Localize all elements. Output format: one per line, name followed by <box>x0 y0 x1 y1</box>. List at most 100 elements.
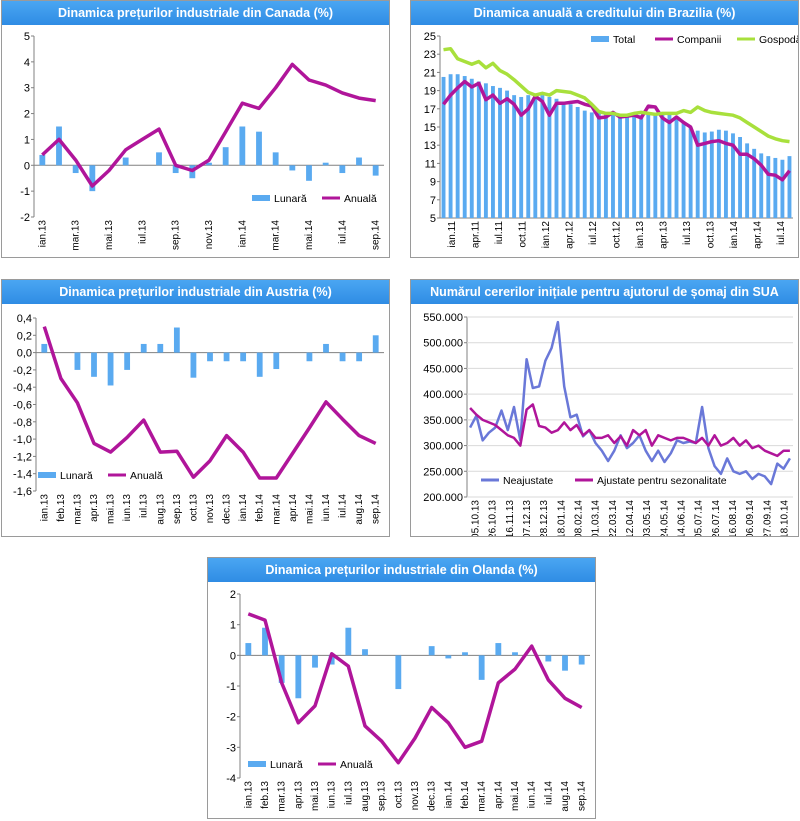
bar <box>295 655 302 699</box>
chart-panel-canada: Dinamica prețurilor industriale din Cana… <box>1 0 390 258</box>
bar <box>505 90 510 218</box>
chart-title: Dinamica prețurilor industriale din Aust… <box>2 280 389 304</box>
x-tick-label: iul.12 <box>588 221 599 245</box>
bar <box>639 115 644 218</box>
x-tick-label: feb.14 <box>460 781 471 809</box>
bar <box>372 165 379 176</box>
legend-swatch <box>38 472 56 478</box>
x-tick-label: iul.14 <box>543 781 554 805</box>
x-tick-label: ian.14 <box>443 781 454 809</box>
bar <box>339 352 346 362</box>
bar <box>289 165 296 171</box>
x-tick-label: ian.13 <box>635 221 646 249</box>
bar <box>372 335 379 353</box>
bar <box>124 352 131 370</box>
x-tick-label: sep.14 <box>577 781 588 811</box>
bar <box>625 116 630 218</box>
bar <box>206 162 212 166</box>
x-tick-label: 07.12.13 <box>522 500 533 536</box>
legend-label: Anuală <box>344 193 377 205</box>
legend-label: Lunară <box>270 759 303 771</box>
bar <box>190 352 197 378</box>
y-tick-label: -1,4 <box>13 469 32 481</box>
bar <box>519 96 524 218</box>
bar <box>766 156 771 218</box>
bar <box>222 147 229 166</box>
bar <box>716 129 721 218</box>
y-tick-label: -0,2 <box>13 365 32 377</box>
x-tick-label: feb.13 <box>56 494 67 522</box>
x-tick-label: mar.13 <box>72 494 83 525</box>
legend-label: Anuală <box>340 759 373 771</box>
x-tick-label: mar.14 <box>271 494 282 525</box>
legend-label: Gospodării <box>759 34 798 46</box>
y-tick-label: -1,2 <box>13 451 32 463</box>
bar <box>323 343 329 353</box>
y-tick-label: -1 <box>20 186 30 198</box>
bar <box>223 352 230 362</box>
bar <box>455 74 460 218</box>
bar <box>322 162 329 166</box>
y-tick-label: 350.000 <box>423 415 463 427</box>
y-tick-label: -2 <box>20 212 30 224</box>
x-tick-label: sep.13 <box>172 494 183 524</box>
bar <box>646 114 651 218</box>
bar <box>256 131 262 166</box>
y-tick-label: 23 <box>424 49 436 61</box>
x-tick-label: ian.13 <box>39 494 50 522</box>
x-tick-label: mai.14 <box>304 220 315 250</box>
y-tick-label: 19 <box>424 86 436 98</box>
y-tick-label: -4 <box>226 773 236 785</box>
x-tick-label: 24.05.14 <box>659 500 670 536</box>
legend-label: Neajustate <box>503 475 553 487</box>
x-tick-label: sep.14 <box>371 494 382 524</box>
x-tick-label: iul.14 <box>338 494 349 518</box>
x-tick-label: 22.03.14 <box>608 500 619 536</box>
y-tick-label: -2 <box>226 712 236 724</box>
x-tick-label: iun.14 <box>321 494 332 522</box>
bar <box>72 165 79 174</box>
series-line <box>442 79 791 182</box>
x-tick-label: apr.14 <box>288 494 299 522</box>
y-tick-label: -1 <box>226 681 236 693</box>
y-tick-label: 450.000 <box>423 363 463 375</box>
chart-title: Dinamica anuală a creditului din Brazili… <box>411 1 798 25</box>
x-tick-label: feb.14 <box>255 494 266 522</box>
x-tick-label: 26.07.14 <box>711 500 722 536</box>
y-tick-label: 0 <box>230 650 236 662</box>
series-line <box>468 320 791 486</box>
chart-canvas: -2 -1 0 1 2 3 4 5 ian.13 mar.13 mai.13 iul.13 sep.13… <box>20 31 384 251</box>
bar <box>667 114 672 218</box>
bar <box>172 165 179 174</box>
y-tick-label: 15 <box>424 122 436 134</box>
bar <box>723 130 728 218</box>
x-tick-label: oct.13 <box>706 221 717 249</box>
y-tick-label: -0,8 <box>13 417 32 429</box>
chart-title: Numărul cererilor inițiale pentru ajutor… <box>411 280 798 304</box>
chart-panel-netherlands: Dinamica prețurilor industriale din Olan… <box>207 557 596 819</box>
x-tick-label: mar.14 <box>271 220 282 251</box>
bar <box>562 655 568 671</box>
x-tick-label: 28.12.13 <box>539 500 550 536</box>
x-tick-label: dec.13 <box>222 494 233 524</box>
y-tick-label: 0 <box>24 160 30 172</box>
x-tick-label: iun.14 <box>527 781 538 809</box>
bar <box>107 352 114 386</box>
x-tick-label: mai.13 <box>310 781 321 811</box>
x-tick-label: nov.13 <box>205 494 216 524</box>
bar <box>632 116 637 218</box>
legend-swatch <box>252 195 270 201</box>
x-tick-label: 01.03.14 <box>591 500 602 536</box>
x-tick-label: nov.13 <box>204 220 215 250</box>
x-tick-label: apr.14 <box>493 781 504 809</box>
legend-label: Ajustate pentru sezonalitate <box>597 475 727 487</box>
bar <box>339 165 346 174</box>
y-tick-label: 13 <box>424 140 436 152</box>
x-tick-label: 06.09.14 <box>745 500 756 536</box>
chart-canvas: 5 7 9 11 13 15 17 19 21 23 25 ian.11 apr.11 iul.11 oct… <box>424 31 798 249</box>
x-tick-label: feb.13 <box>260 781 271 809</box>
bar <box>561 101 566 218</box>
bar <box>554 98 559 218</box>
x-tick-label: 08.02.14 <box>574 500 585 536</box>
chart-canvas: 200.000 250.000 300.000 350.000 400.000 450.0… <box>423 312 793 536</box>
